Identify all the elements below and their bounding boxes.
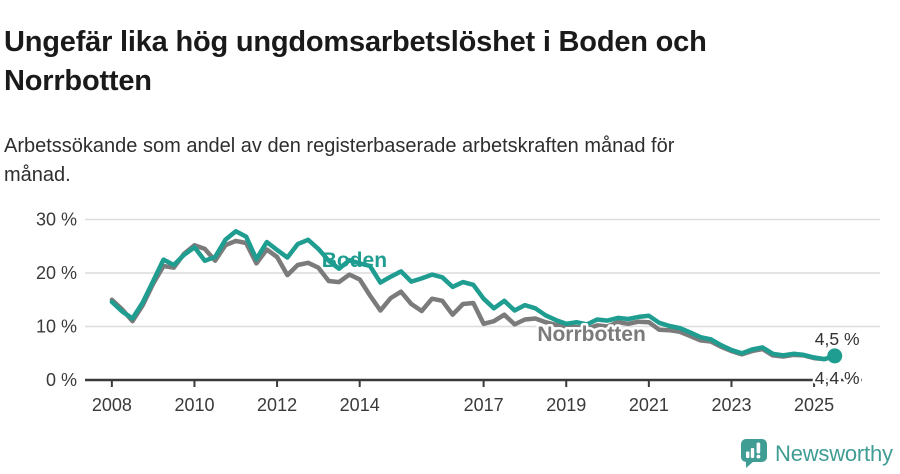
- page-title: Ungefär lika hög ungdomsarbetslöshet i B…: [4, 26, 707, 97]
- svg-text:2010: 2010: [174, 395, 214, 415]
- svg-text:2012: 2012: [257, 395, 297, 415]
- svg-text:2008: 2008: [92, 395, 132, 415]
- svg-text:2014: 2014: [340, 395, 380, 415]
- page-subtitle: Arbetssökande som andel av den registerb…: [4, 135, 675, 186]
- svg-text:4,5 %: 4,5 %: [815, 329, 860, 349]
- brand-footer: Newsworthy: [740, 438, 893, 469]
- svg-text:2019: 2019: [546, 395, 586, 415]
- svg-text:30 %: 30 %: [36, 210, 77, 230]
- svg-text:Norrbotten: Norrbotten: [537, 323, 646, 346]
- newsworthy-logo-icon: [740, 438, 768, 469]
- svg-text:2023: 2023: [711, 395, 751, 415]
- svg-text:2021: 2021: [629, 395, 669, 415]
- svg-text:2017: 2017: [464, 395, 504, 415]
- svg-text:4,4 %: 4,4 %: [815, 368, 860, 388]
- svg-text:2025: 2025: [794, 395, 834, 415]
- newsworthy-brand-name: Newsworthy: [775, 440, 893, 466]
- svg-text:Boden: Boden: [322, 249, 387, 272]
- svg-text:0 %: 0 %: [46, 370, 77, 390]
- unemployment-line-chart: 0 % 10 % 20 % 30 % 2008 2010 2012 2014 2017 2019 2…: [36, 210, 880, 415]
- svg-text:20 %: 20 %: [36, 263, 77, 283]
- svg-text:10 %: 10 %: [36, 317, 77, 337]
